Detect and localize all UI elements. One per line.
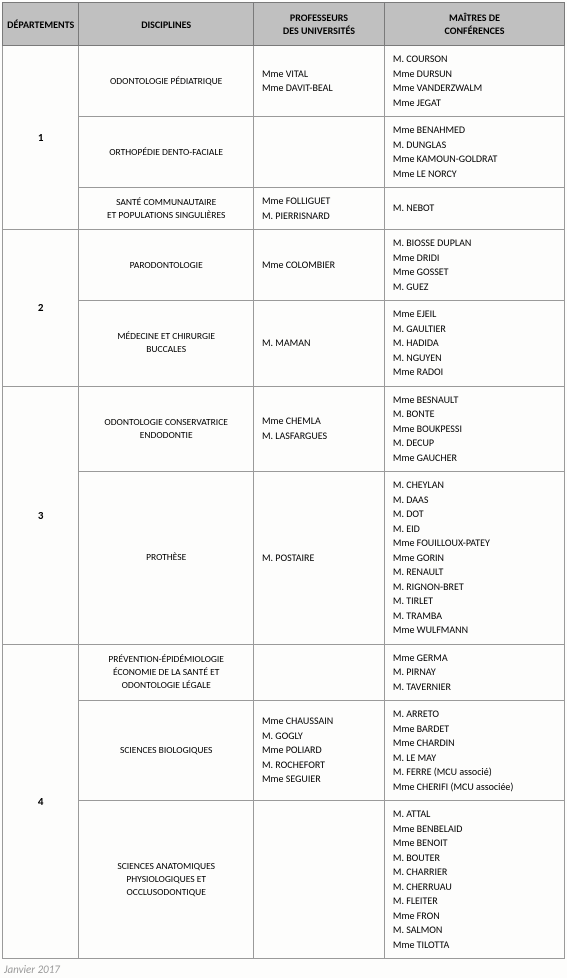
maitres-cell: Mme BENAHMEDM. DUNGLASMme KAMOUN-GOLDRAT… (384, 117, 564, 188)
table-row: 2PARODONTOLOGIEMme COLOMBIERM. BIOSSE DU… (3, 230, 565, 301)
table-row: 4PRÉVENTION-ÉPIDÉMIOLOGIEÉCONOMIE DE LA … (3, 644, 565, 701)
profs-cell: Mme FOLLIGUETM. PIERRISNARD (253, 188, 384, 230)
dept-number: 3 (3, 386, 79, 644)
discipline-cell: ORTHOPÉDIE DENTO-FACIALE (79, 117, 254, 188)
table-row: PROTHÈSEM. POSTAIREM. CHEYLANM. DAASM. D… (3, 472, 565, 645)
header-dept: DÉPARTEMENTS (3, 3, 79, 46)
dept-number: 1 (3, 46, 79, 230)
discipline-cell: SCIENCES BIOLOGIQUES (79, 701, 254, 801)
discipline-cell: PRÉVENTION-ÉPIDÉMIOLOGIEÉCONOMIE DE LA S… (79, 644, 254, 701)
maitres-cell: Mme EJEILM. GAULTIERM. HADIDAM. NGUYENMm… (384, 301, 564, 387)
maitres-cell: M. BIOSSE DUPLANMme DRIDIMme GOSSETM. GU… (384, 230, 564, 301)
footer-date: Janvier 2017 (2, 959, 565, 976)
header-disc: DISCIPLINES (79, 3, 254, 46)
table-row: MÉDECINE ET CHIRURGIEBUCCALESM. MAMANMme… (3, 301, 565, 387)
table-row: 1ODONTOLOGIE PÉDIATRIQUEMme VITALMme DAV… (3, 46, 565, 117)
profs-cell (253, 801, 384, 959)
faculty-table: DÉPARTEMENTS DISCIPLINES PROFESSEURSDES … (2, 2, 565, 959)
header-maitre: MAÎTRES DECONFÉRENCES (384, 3, 564, 46)
maitres-cell: M. COURSONMme DURSUNMme VANDERZWALMMme J… (384, 46, 564, 117)
maitres-cell: Mme BESNAULTM. BONTEMme BOUKPESSIM. DECU… (384, 386, 564, 472)
table-row: 3ODONTOLOGIE CONSERVATRICEENDODONTIEMme … (3, 386, 565, 472)
profs-cell (253, 644, 384, 701)
dept-number: 2 (3, 230, 79, 387)
header-prof: PROFESSEURSDES UNIVERSITÉS (253, 3, 384, 46)
profs-cell: M. MAMAN (253, 301, 384, 387)
discipline-cell: PROTHÈSE (79, 472, 254, 645)
profs-cell: Mme VITALMme DAVIT-BEAL (253, 46, 384, 117)
dept-number: 4 (3, 644, 79, 959)
discipline-cell: ODONTOLOGIE PÉDIATRIQUE (79, 46, 254, 117)
discipline-cell: SANTÉ COMMUNAUTAIREET POPULATIONS SINGUL… (79, 188, 254, 230)
table-row: SANTÉ COMMUNAUTAIREET POPULATIONS SINGUL… (3, 188, 565, 230)
profs-cell: M. POSTAIRE (253, 472, 384, 645)
maitres-cell: M. ARRETOMme BARDETMme CHARDINM. LE MAYM… (384, 701, 564, 801)
discipline-cell: ODONTOLOGIE CONSERVATRICEENDODONTIE (79, 386, 254, 472)
discipline-cell: MÉDECINE ET CHIRURGIEBUCCALES (79, 301, 254, 387)
discipline-cell: PARODONTOLOGIE (79, 230, 254, 301)
maitres-cell: M. NEBOT (384, 188, 564, 230)
maitres-cell: Mme GERMAM. PIRNAYM. TAVERNIER (384, 644, 564, 701)
maitres-cell: M. ATTALMme BENBELAIDMme BENOITM. BOUTER… (384, 801, 564, 959)
profs-cell: Mme CHEMLAM. LASFARGUES (253, 386, 384, 472)
table-row: SCIENCES ANATOMIQUESPHYSIOLOGIQUES ETOCC… (3, 801, 565, 959)
table-row: ORTHOPÉDIE DENTO-FACIALE Mme BENAHMEDM. D… (3, 117, 565, 188)
profs-cell: Mme CHAUSSAINM. GOGLYMme POLIARDM. ROCHE… (253, 701, 384, 801)
profs-cell (253, 117, 384, 188)
discipline-cell: SCIENCES ANATOMIQUESPHYSIOLOGIQUES ETOCC… (79, 801, 254, 959)
profs-cell: Mme COLOMBIER (253, 230, 384, 301)
header-row: DÉPARTEMENTS DISCIPLINES PROFESSEURSDES … (3, 3, 565, 46)
maitres-cell: M. CHEYLANM. DAASM. DOTM. EIDMme FOUILLO… (384, 472, 564, 645)
table-row: SCIENCES BIOLOGIQUESMme CHAUSSAINM. GOGL… (3, 701, 565, 801)
